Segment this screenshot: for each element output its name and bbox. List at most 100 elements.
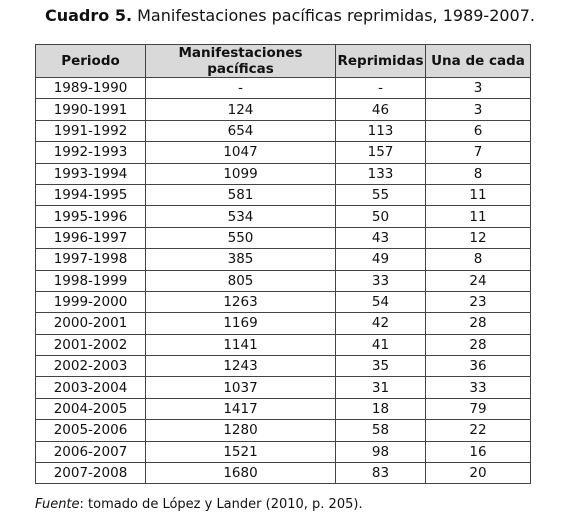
table-cell: 1141 bbox=[145, 333, 336, 357]
table-cell: 550 bbox=[145, 226, 336, 250]
table-cell: - bbox=[335, 76, 426, 100]
table-cell: 43 bbox=[335, 226, 426, 250]
header-cell: Una de cada bbox=[425, 44, 531, 78]
table-cell: 1047 bbox=[145, 141, 336, 164]
table-cell: 42 bbox=[335, 312, 426, 335]
table-cell: 3 bbox=[425, 76, 531, 100]
table-row: 2001-2002 1141 41 28 bbox=[35, 333, 531, 357]
table-cell: 805 bbox=[145, 269, 336, 292]
table-cell: 2001-2002 bbox=[35, 333, 146, 357]
table-cell: 1037 bbox=[145, 376, 336, 399]
table-cell: 31 bbox=[335, 376, 426, 399]
table-row: 2000-2001 1169 42 28 bbox=[35, 312, 531, 335]
data-table: Periodo Manifestaciones pacíficas Reprimid… bbox=[35, 44, 531, 485]
table-cell: 11 bbox=[425, 205, 531, 228]
table-cell: 12 bbox=[425, 226, 531, 250]
table-cell: 46 bbox=[335, 98, 426, 121]
table-cell: 49 bbox=[335, 248, 426, 271]
table-cell: 133 bbox=[335, 162, 426, 185]
table-cell: 1280 bbox=[145, 419, 336, 442]
table-row: 1992-1993 1047 157 7 bbox=[35, 141, 531, 164]
source-label: Fuente bbox=[35, 497, 80, 512]
table-cell: 41 bbox=[335, 333, 426, 357]
table-cell: 1521 bbox=[145, 440, 336, 464]
table-cell: 33 bbox=[335, 269, 426, 292]
table-cell: 8 bbox=[425, 248, 531, 271]
table-cell: 1990-1991 bbox=[35, 98, 146, 121]
table-cell: 54 bbox=[335, 290, 426, 314]
table-row: 1991-1992 654 113 6 bbox=[35, 119, 531, 143]
table-row: 2006-2007 1521 98 16 bbox=[35, 440, 531, 464]
table-cell: 6 bbox=[425, 119, 531, 143]
table-cell: 1099 bbox=[145, 162, 336, 185]
table-cell: 20 bbox=[425, 462, 531, 485]
table-cell: 55 bbox=[335, 183, 426, 207]
table-row: 1993-1994 1099 133 8 bbox=[35, 162, 531, 185]
table-row: 1990-1991 124 46 3 bbox=[35, 98, 531, 121]
table-row: 1994-1995 581 55 11 bbox=[35, 183, 531, 207]
header-cell: Reprimidas bbox=[335, 44, 426, 78]
table-row: 1989-1990- -3 bbox=[35, 76, 531, 100]
table-cell: 23 bbox=[425, 290, 531, 314]
table-cell: 1998-1999 bbox=[35, 269, 146, 292]
table-cell: 1992-1993 bbox=[35, 141, 146, 164]
table-cell: 1169 bbox=[145, 312, 336, 335]
table-cell: 1997-1998 bbox=[35, 248, 146, 271]
table-cell: 2000-2001 bbox=[35, 312, 146, 335]
table-cell: 3 bbox=[425, 98, 531, 121]
table-cell: 11 bbox=[425, 183, 531, 207]
header-row: Periodo Manifestaciones pacíficas Reprimid… bbox=[35, 44, 531, 78]
table-cell: 83 bbox=[335, 462, 426, 485]
table-cell: 8 bbox=[425, 162, 531, 185]
table-cell: 50 bbox=[335, 205, 426, 228]
table-row: 1998-1999 805 33 24 bbox=[35, 269, 531, 292]
table-cell: 22 bbox=[425, 419, 531, 442]
table-cell: 79 bbox=[425, 397, 531, 421]
table-cell: 1263 bbox=[145, 290, 336, 314]
table-row: 1999-2000 1263 54 23 bbox=[35, 290, 531, 314]
table-cell: 28 bbox=[425, 312, 531, 335]
table-row: 2004-2005 1417 18 79 bbox=[35, 397, 531, 421]
table-body: 1989-1990- -3 1990-1991 124 46 3 1991-1992 654 1… bbox=[35, 76, 531, 485]
table-cell: 2002-2003 bbox=[35, 355, 146, 378]
table-row: 2003-2004 1037 31 33 bbox=[35, 376, 531, 399]
table-cell: 28 bbox=[425, 333, 531, 357]
table-cell: 1996-1997 bbox=[35, 226, 146, 250]
table-row: 1997-1998 385 49 8 bbox=[35, 248, 531, 271]
table-cell: 58 bbox=[335, 419, 426, 442]
table-row: 1996-1997 550 43 12 bbox=[35, 226, 531, 250]
caption-label: Cuadro 5. bbox=[44, 6, 133, 25]
table-cell: 534 bbox=[145, 205, 336, 228]
table-cell: 98 bbox=[335, 440, 426, 464]
table-row: 1995-1996 534 50 11 bbox=[35, 205, 531, 228]
table-cell: 1993-1994 bbox=[35, 162, 146, 185]
table-cell: - bbox=[145, 76, 336, 100]
table-caption: Cuadro 5. Manifestaciones pacíficas repr… bbox=[0, 6, 580, 25]
table-row: 2005-2006 1280 58 22 bbox=[35, 419, 531, 442]
table-cell: 2005-2006 bbox=[35, 419, 146, 442]
source-text: : tomado de López y Lander (2010, p. 205… bbox=[79, 497, 363, 512]
table-cell: 1991-1992 bbox=[35, 119, 146, 143]
table-cell: 36 bbox=[425, 355, 531, 378]
table-cell: 1995-1996 bbox=[35, 205, 146, 228]
source-note: Fuente: tomado de López y Lander (2010, … bbox=[35, 497, 363, 512]
table-cell: 654 bbox=[145, 119, 336, 143]
table-cell: 1243 bbox=[145, 355, 336, 378]
table-cell: 7 bbox=[425, 141, 531, 164]
table-cell: 2003-2004 bbox=[35, 376, 146, 399]
table-cell: 18 bbox=[335, 397, 426, 421]
table-cell: 1680 bbox=[145, 462, 336, 485]
table-cell: 1417 bbox=[145, 397, 336, 421]
table-cell: 1989-1990 bbox=[35, 76, 146, 100]
table-row: 2002-2003 1243 35 36 bbox=[35, 355, 531, 378]
table-cell: 2007-2008 bbox=[35, 462, 146, 485]
table-cell: 385 bbox=[145, 248, 336, 271]
table-cell: 2006-2007 bbox=[35, 440, 146, 464]
table-cell: 124 bbox=[145, 98, 336, 121]
table-cell: 16 bbox=[425, 440, 531, 464]
caption-text: Manifestaciones pacíficas reprimidas, 19… bbox=[137, 6, 535, 25]
header-cell: Manifestaciones pacíficas bbox=[145, 44, 336, 78]
table-cell: 35 bbox=[335, 355, 426, 378]
table-cell: 2004-2005 bbox=[35, 397, 146, 421]
